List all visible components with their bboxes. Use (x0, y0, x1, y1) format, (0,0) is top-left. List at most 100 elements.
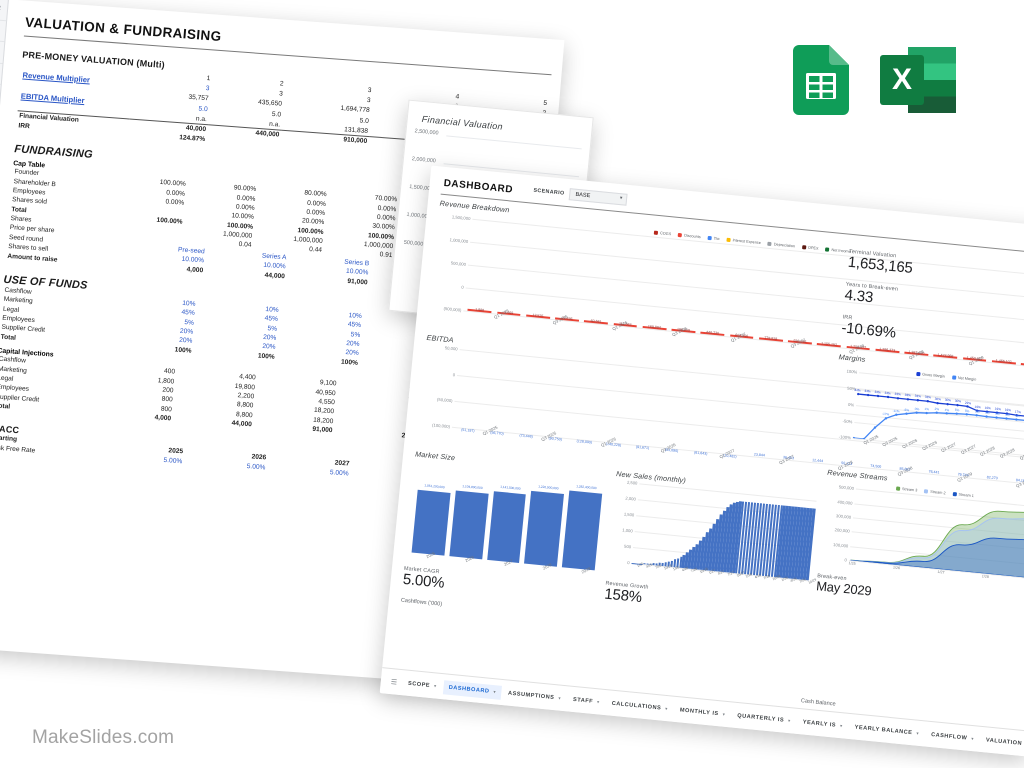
data-point[interactable] (1015, 418, 1018, 421)
legend-item[interactable]: Stream 2 (924, 489, 946, 495)
legend-item[interactable]: COGS (653, 230, 671, 236)
data-point[interactable] (985, 415, 988, 418)
sheet-tab-monthly-is[interactable]: MONTHLY IS (674, 702, 731, 721)
bar[interactable]: 1,282,400,000 (562, 484, 603, 571)
data-point[interactable] (955, 412, 958, 416)
data-point[interactable] (975, 409, 979, 413)
point-value-label: -11% (892, 408, 900, 414)
google-sheets-icon[interactable] (793, 45, 849, 120)
sheet-tab-dashboard[interactable]: DASHBOARD (443, 679, 502, 700)
data-point[interactable] (956, 404, 959, 407)
data-point[interactable] (896, 397, 900, 400)
point-value-label: 33% (924, 395, 932, 400)
x-axis-label: 7/27 (726, 570, 735, 578)
dashboard-sheet[interactable]: DASHBOARD SCENARIO BASE Revenue Breakdow… (379, 165, 1024, 757)
y-axis-label: (500,000) (443, 306, 462, 313)
sheet-tab-scope[interactable]: SCOPE (402, 676, 442, 694)
bar[interactable]: 1,104,800,000 (449, 484, 489, 560)
sheet-tab-cashflow[interactable]: CASHFLOW (925, 727, 979, 746)
data-point[interactable] (866, 394, 870, 397)
point-value-label: 33% (914, 394, 922, 399)
point-value-label: -17% (881, 412, 890, 417)
data-point[interactable] (945, 412, 948, 415)
legend-label: Gross Margin (921, 372, 946, 379)
scenario-control[interactable]: SCENARIO BASE (533, 185, 628, 206)
bar-value-label: 1,051,200,000 (424, 483, 445, 490)
data-point[interactable] (1005, 412, 1009, 416)
data-point[interactable] (926, 400, 929, 403)
data-point[interactable] (966, 405, 969, 408)
axis-tick-label: 2,500,000 (414, 128, 439, 137)
x-axis-label: 4/25 (645, 562, 653, 570)
y-axis-label: 100,000 (832, 541, 849, 549)
microsoft-excel-icon[interactable]: X (880, 45, 956, 120)
point-value-label: 34% (874, 389, 881, 395)
point-value-label: 19% (1004, 407, 1012, 413)
y-axis-label: 0 (461, 284, 464, 290)
sheet-tab-valuation[interactable]: VALUATION (980, 732, 1024, 751)
data-point[interactable] (915, 411, 918, 415)
data-point[interactable] (1015, 414, 1019, 417)
bar-value-label: 1,282,400,000 (576, 484, 597, 491)
y-axis-label: 2,000 (625, 495, 637, 502)
data-point[interactable] (873, 426, 877, 429)
sheet-tab-yearly-balance[interactable]: YEARLY BALANCE (849, 720, 925, 741)
data-point[interactable] (936, 402, 939, 405)
legend-item[interactable]: Stream 3 (895, 486, 917, 493)
data-point[interactable] (906, 398, 910, 401)
data-point[interactable] (856, 393, 860, 396)
sheet-tab-bar[interactable]: ☰ SCOPEDASHBOARDASSUMPTIONSSTAFFCALCULAT… (379, 667, 1024, 757)
y-axis-label: 0 (626, 560, 630, 566)
data-point[interactable] (935, 411, 938, 415)
data-point[interactable] (965, 413, 968, 416)
legend-label: Tax (713, 236, 720, 242)
data-point[interactable] (916, 399, 920, 402)
legend-swatch (895, 486, 901, 491)
legend-label: Stream 1 (958, 492, 975, 499)
x-axis-label: 1/29 (780, 575, 789, 583)
data-point[interactable] (946, 403, 949, 406)
data-point[interactable] (886, 395, 890, 399)
x-axis-label: 1/28 (981, 574, 990, 580)
sheet-tab-staff[interactable]: STAFF (567, 692, 605, 710)
tab-list-icon[interactable]: ☰ (390, 678, 398, 687)
legend-item[interactable]: Tax (707, 236, 720, 242)
legend-item[interactable]: OPEX (801, 245, 819, 251)
data-point[interactable] (895, 413, 898, 417)
revenue-streams-chart[interactable]: 500,000 400,000 300,000 200,000 100,000 0 (833, 485, 1024, 580)
bar[interactable]: 1,220,900,000 (524, 484, 565, 567)
sheet-tab-assumptions[interactable]: ASSUMPTIONS (502, 686, 566, 706)
bar[interactable]: 1,141,500,000 (486, 485, 527, 564)
point-value-label: 30% (944, 398, 952, 403)
x-axis-label: 4/29 (789, 576, 798, 584)
x-axis-label: 1/27 (937, 570, 945, 575)
point-value-label: 4% (1004, 412, 1010, 418)
bar[interactable]: 1,051,200,000 (411, 483, 451, 556)
dashboard-title: DASHBOARD (443, 177, 514, 196)
sheet-tab-quarterly-is[interactable]: QUARTERLY IS (732, 708, 797, 728)
data-point[interactable] (925, 412, 928, 415)
margins-chart[interactable]: 100% 50% 0% -50% -100% 34% 34% 34% 34% 33% 33% 33% 3… (839, 369, 1024, 458)
x-axis-label: 7/29 (799, 577, 807, 585)
legend-item[interactable]: Stream 1 (952, 492, 974, 498)
data-point[interactable] (876, 395, 880, 398)
legend-item[interactable]: Discounts (677, 233, 701, 239)
y-axis-label: 300,000 (835, 513, 852, 520)
data-point[interactable] (975, 414, 978, 417)
point-value-label: 33% (894, 392, 901, 397)
line-series (853, 412, 1024, 440)
data-point[interactable] (905, 412, 908, 416)
data-point[interactable] (884, 417, 888, 420)
data-point[interactable] (995, 416, 998, 419)
sheet-tab-calculations[interactable]: CALCULATIONS (606, 696, 674, 716)
scenario-dropdown[interactable]: BASE (568, 188, 628, 206)
point-value-label: 33% (904, 393, 912, 398)
x-axis-label: 1/28 (744, 572, 753, 579)
point-value-label: 5% (964, 408, 970, 413)
data-point[interactable] (1005, 417, 1008, 420)
data-point[interactable] (995, 411, 999, 415)
sheet-tab-yearly-is[interactable]: YEARLY IS (797, 714, 848, 733)
data-point[interactable] (985, 410, 989, 414)
x-axis-label: 7/26 (690, 566, 699, 574)
legend-swatch (653, 230, 659, 236)
